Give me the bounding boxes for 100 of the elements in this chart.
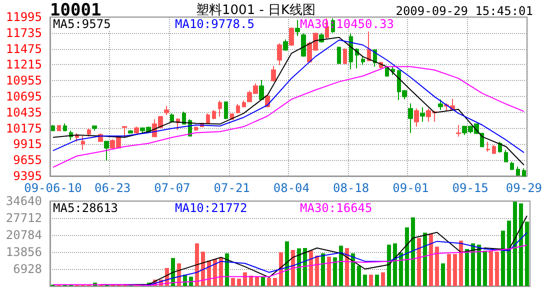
bar <box>513 202 517 286</box>
y-tick-label: 10955 <box>6 74 42 88</box>
candlestick <box>367 31 371 62</box>
bar <box>525 222 529 286</box>
bar <box>321 253 325 286</box>
bar <box>501 230 505 286</box>
x-tick-label: 08-18 <box>333 181 370 195</box>
y-tick-label: 9655 <box>13 153 42 168</box>
bar <box>453 254 457 286</box>
bar <box>351 253 355 286</box>
candlestick <box>206 112 210 125</box>
y-tick-label: 11475 <box>6 42 42 56</box>
candlestick <box>414 108 419 128</box>
bar <box>195 243 199 286</box>
candlestick <box>236 103 240 114</box>
x-tick-label: 09-06-10 <box>24 181 82 195</box>
bar <box>417 238 421 286</box>
bar <box>273 278 277 286</box>
candlestick <box>516 166 520 176</box>
candlestick <box>87 128 91 138</box>
bar <box>411 217 415 286</box>
x-tick-label: 09-29 <box>506 181 542 195</box>
bar <box>315 256 319 286</box>
y-tick-label: 10695 <box>6 90 42 104</box>
x-tick-label: 07-21 <box>214 181 250 195</box>
y-tick-label: 9395 <box>13 169 42 183</box>
bar <box>375 274 379 286</box>
candlestick <box>438 98 443 111</box>
candlestick <box>492 144 496 154</box>
bar <box>255 276 259 286</box>
line-series <box>52 244 528 286</box>
bar <box>429 234 433 286</box>
bar <box>303 248 307 286</box>
y-tick-label: 9915 <box>13 137 42 152</box>
candlestick <box>295 19 300 37</box>
candlestick <box>224 102 228 120</box>
candlestick <box>343 48 347 65</box>
bar <box>327 256 331 286</box>
bar <box>435 246 439 286</box>
candlestick <box>134 126 139 134</box>
candlestick <box>212 110 216 120</box>
bar <box>237 278 241 286</box>
bar <box>231 278 235 286</box>
x-tick-label: 07-07 <box>154 181 190 195</box>
x-tick-label: 06-23 <box>94 181 131 195</box>
x-tick-label: 09-15 <box>452 181 488 195</box>
candlestick <box>456 124 461 138</box>
y-tick-label: 27712 <box>6 211 42 225</box>
candlestick <box>510 161 514 171</box>
bar <box>357 266 361 286</box>
candlestick <box>242 100 246 108</box>
bar <box>399 252 403 286</box>
x-tick-label: 09-01 <box>392 181 429 195</box>
bar <box>393 243 397 286</box>
candlestick <box>522 168 526 176</box>
candlestick <box>361 56 365 66</box>
candlestick <box>57 125 61 132</box>
candlestick <box>170 112 174 124</box>
candlestick <box>283 38 288 52</box>
candlestick <box>218 100 222 118</box>
bar <box>507 220 511 286</box>
bar <box>261 276 265 286</box>
bar <box>243 272 247 286</box>
candlestick <box>259 79 264 100</box>
candlestick <box>122 126 127 138</box>
y-tick-label: 20784 <box>6 228 42 242</box>
bar <box>441 263 445 286</box>
bar <box>339 246 343 286</box>
line-series <box>52 66 524 168</box>
bar <box>465 249 469 286</box>
candlestick <box>81 136 85 151</box>
annotation: MA30:16645 <box>300 201 372 215</box>
candlestick <box>194 126 198 132</box>
annotation: MA10:9778.5 <box>175 17 254 31</box>
y-tick-label: 11215 <box>6 58 42 72</box>
bar <box>309 250 313 286</box>
annotation: MA5:9575 <box>53 17 111 31</box>
candlestick <box>277 42 282 66</box>
candlestick <box>51 124 55 132</box>
bar <box>483 250 487 286</box>
candlestick <box>289 26 294 47</box>
bar <box>423 232 427 286</box>
annotation: MA10:21772 <box>175 201 248 215</box>
candlestick <box>182 111 186 125</box>
bar <box>381 272 385 286</box>
bar <box>225 253 229 286</box>
candlestick <box>391 65 395 76</box>
candlestick <box>486 141 490 152</box>
candlestick <box>271 65 276 82</box>
annotation: MA5:28613 <box>53 201 118 215</box>
bar <box>477 244 481 286</box>
bar <box>345 248 349 286</box>
bar <box>369 274 373 286</box>
y-tick-label: 34640 <box>6 194 42 208</box>
candlestick <box>63 122 67 132</box>
bar <box>285 241 289 286</box>
candlestick <box>337 46 341 64</box>
annotation: 2009-09-29 15:45:01 <box>396 4 534 18</box>
candlestick <box>349 32 353 70</box>
candlestick <box>385 66 389 78</box>
